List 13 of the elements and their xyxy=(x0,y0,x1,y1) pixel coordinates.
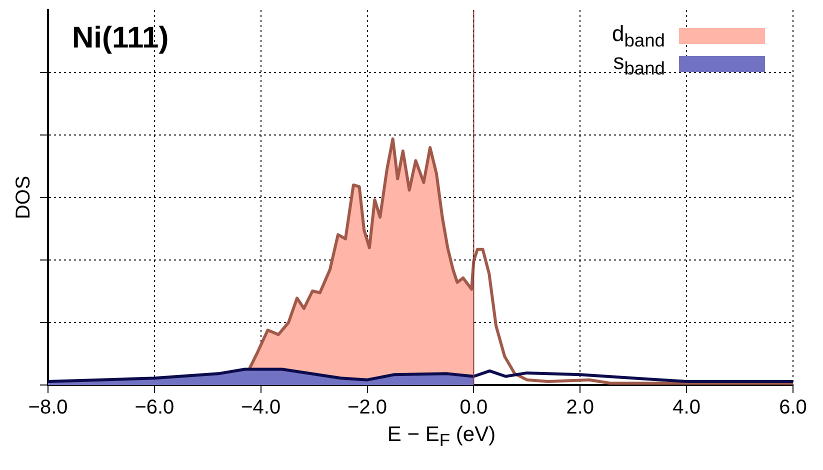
x-tick-label: −4.0 xyxy=(241,396,281,419)
chart-title: Ni(111) xyxy=(72,21,169,54)
x-tick-label: 0.0 xyxy=(460,396,488,419)
x-tick-label: 2.0 xyxy=(566,396,594,419)
y-axis-title: DOS xyxy=(12,176,35,220)
x-tick-label: −8.0 xyxy=(28,396,68,419)
legend-label: d$_{band}$ xyxy=(612,20,665,50)
x-axis-title: E − E$_{F}$ (eV) xyxy=(386,423,497,452)
x-tick-label: −6.0 xyxy=(134,396,174,419)
x-tick-label: 4.0 xyxy=(672,396,700,419)
legend-label: s$_{band}$ xyxy=(613,48,665,80)
x-tick-label: −2.0 xyxy=(348,396,388,419)
x-tick-label: 6.0 xyxy=(779,396,807,419)
